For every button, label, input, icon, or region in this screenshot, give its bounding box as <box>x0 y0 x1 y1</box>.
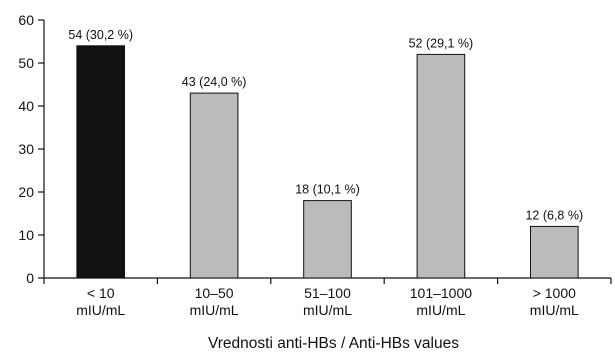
bar <box>303 200 352 279</box>
category-label: mIU/mL <box>530 302 579 318</box>
data-label: 54 (30,2 %) <box>68 28 133 42</box>
y-tick-label: 50 <box>18 55 34 71</box>
y-tick-label: 0 <box>26 270 34 286</box>
data-label: 52 (29,1 %) <box>409 36 474 50</box>
y-tick-label: 30 <box>18 141 34 157</box>
category-label: mIU/mL <box>76 302 125 318</box>
bar <box>76 45 126 279</box>
category-label: 51–100 <box>304 285 351 301</box>
bar <box>529 225 579 279</box>
data-label: 43 (24,0 %) <box>182 75 247 89</box>
x-axis <box>43 277 612 284</box>
category-label: mIU/mL <box>303 302 352 318</box>
category-label: < 10 <box>87 285 115 301</box>
y-axis: 0 10 20 30 40 50 60 <box>18 12 45 286</box>
category-label: mIU/mL <box>190 302 239 318</box>
category-label: 10–50 <box>195 285 234 301</box>
y-tick-label: 40 <box>18 98 34 114</box>
bars <box>76 45 579 279</box>
bar <box>416 53 466 279</box>
data-label: 18 (10,1 %) <box>295 183 360 197</box>
category-label: mIU/mL <box>416 302 465 318</box>
y-tick-label: 20 <box>18 184 34 200</box>
x-axis-title: Vrednosti anti-HBs / Anti-HBs values <box>208 335 459 352</box>
bar <box>189 92 239 279</box>
category-labels: < 10mIU/mL10–50mIU/mL51–100mIU/mL101–100… <box>76 285 579 318</box>
category-label: 101–1000 <box>410 285 473 301</box>
data-label: 12 (6,8 %) <box>525 208 583 222</box>
y-tick-label: 60 <box>18 12 34 28</box>
data-labels: 54 (30,2 %) 43 (24,0 %) 18 (10,1 %) 52 (29,… <box>68 28 583 223</box>
category-label: > 1000 <box>533 285 576 301</box>
y-tick-label: 10 <box>18 227 34 243</box>
